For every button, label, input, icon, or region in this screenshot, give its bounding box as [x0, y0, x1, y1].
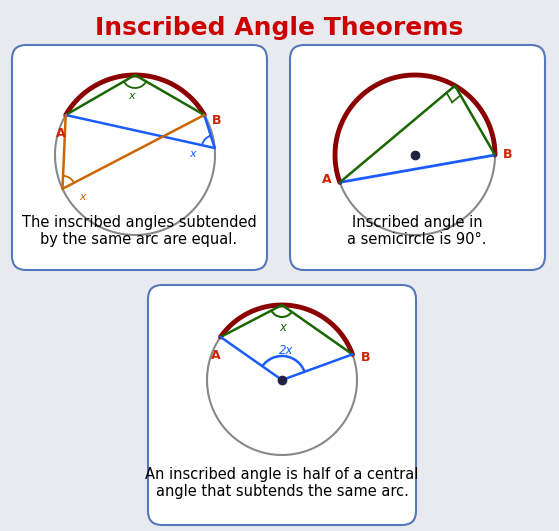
- Text: x: x: [79, 192, 86, 202]
- Text: A: A: [56, 127, 65, 140]
- Text: The inscribed angles subtended
by the same arc are equal.: The inscribed angles subtended by the sa…: [22, 215, 257, 247]
- Text: Inscribed angle in
a semicircle is 90°.: Inscribed angle in a semicircle is 90°.: [347, 215, 487, 247]
- FancyBboxPatch shape: [290, 45, 545, 270]
- FancyBboxPatch shape: [12, 45, 267, 270]
- Text: x: x: [129, 91, 135, 101]
- Text: B: B: [503, 149, 513, 161]
- FancyBboxPatch shape: [148, 285, 416, 525]
- Text: 2x: 2x: [279, 344, 293, 357]
- Text: x: x: [280, 321, 287, 334]
- Text: x: x: [190, 149, 196, 159]
- Text: A: A: [211, 349, 220, 362]
- Text: Inscribed Angle Theorems: Inscribed Angle Theorems: [95, 16, 463, 40]
- Text: B: B: [361, 351, 370, 364]
- Text: An inscribed angle is half of a central
angle that subtends the same arc.: An inscribed angle is half of a central …: [145, 467, 419, 499]
- Text: B: B: [212, 114, 222, 126]
- Text: A: A: [322, 173, 332, 186]
